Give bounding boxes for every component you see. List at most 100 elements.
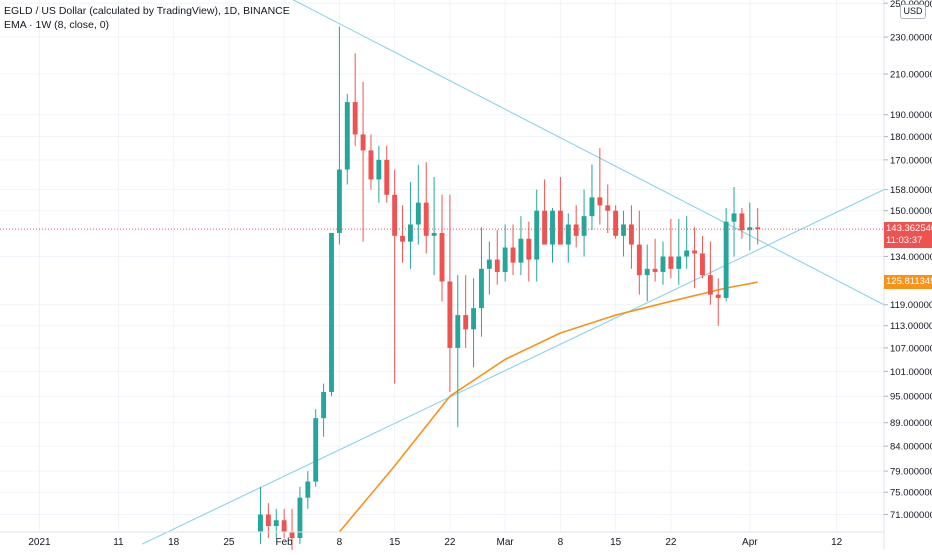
candle-body — [597, 197, 603, 206]
candle — [455, 275, 461, 428]
x-tick-label: 22 — [665, 537, 677, 548]
ema-layer — [338, 281, 758, 533]
candle — [605, 184, 611, 233]
indicator-label[interactable]: EMA · 1W (8, close, 0) — [4, 19, 110, 31]
price-axis[interactable]: 250.000000230.000000210.000000190.000000… — [884, 0, 932, 521]
candle-body — [550, 210, 555, 245]
symbol-title[interactable]: EGLD / US Dollar (calculated by TradingV… — [4, 5, 290, 17]
candle — [739, 207, 745, 239]
candle-body — [352, 102, 358, 135]
candle-body — [502, 247, 508, 272]
candle-body — [707, 275, 713, 295]
candle — [550, 207, 555, 263]
candle-body — [621, 224, 626, 236]
candle-body — [565, 224, 571, 245]
candle — [565, 213, 571, 263]
candle — [557, 176, 563, 245]
candle — [518, 216, 524, 276]
x-tick-label: 25 — [223, 537, 235, 548]
currency-badge[interactable]: USD — [900, 4, 926, 19]
x-tick-label: 8 — [337, 537, 343, 548]
candle-body — [281, 520, 287, 532]
candle — [431, 176, 437, 276]
x-tick-label: 2021 — [28, 537, 51, 548]
y-tick-label: 170.000000 — [890, 155, 932, 166]
candle-body — [731, 213, 737, 222]
candle-body — [384, 159, 390, 195]
x-tick-label: Feb — [276, 537, 294, 548]
candle-body — [573, 224, 579, 236]
candle — [707, 241, 713, 305]
candle — [621, 210, 626, 257]
ema-price-tag: 125.811349 — [884, 275, 932, 290]
candle — [368, 134, 374, 190]
candle — [313, 409, 319, 487]
candle — [479, 227, 484, 337]
candle-body — [392, 194, 398, 236]
candle-body — [289, 532, 295, 539]
x-tick-label: 11 — [113, 537, 124, 548]
candle-body — [297, 497, 303, 539]
x-tick-label: Apr — [742, 537, 758, 548]
candle-body — [486, 259, 492, 269]
candle — [273, 508, 279, 539]
candle — [423, 162, 429, 254]
y-tick-label: 158.000000 — [890, 185, 932, 196]
candle — [486, 241, 492, 295]
candle — [344, 93, 350, 185]
candle — [289, 508, 295, 551]
candle — [684, 216, 690, 269]
candle-body — [534, 210, 540, 260]
candle-body — [747, 227, 753, 231]
candle-body — [755, 227, 761, 230]
candle-body — [526, 238, 532, 260]
candle — [297, 486, 303, 545]
candle-body — [415, 202, 421, 225]
candle — [660, 241, 666, 285]
candle — [494, 230, 500, 285]
trendlines[interactable] — [141, 0, 885, 545]
candle — [542, 179, 548, 245]
x-tick-label: 15 — [610, 537, 622, 548]
time-axis[interactable]: 2021 11 18 25 Feb 8 15 22 Mar 8 15 22 Apr 12 — [28, 537, 842, 548]
candle — [510, 224, 516, 276]
candle — [447, 194, 453, 392]
candle-body — [557, 210, 563, 245]
candle-body — [739, 213, 745, 231]
candle — [415, 164, 421, 245]
y-tick-label: 79.000000 — [890, 467, 932, 478]
candle — [329, 232, 334, 397]
candle-body — [455, 315, 461, 348]
x-tick-label: 22 — [444, 537, 456, 548]
candle-body — [273, 520, 279, 527]
candle-body — [479, 268, 484, 309]
y-tick-label: 71.000000 — [890, 510, 932, 521]
candle-body — [636, 244, 642, 276]
candle — [628, 205, 634, 269]
y-tick-label: 113.000000 — [890, 321, 932, 332]
candle-body — [258, 514, 263, 532]
candle — [400, 205, 405, 263]
candle — [526, 221, 532, 282]
grid — [0, 0, 884, 532]
candle-body — [400, 235, 405, 242]
y-tick-label: 75.000000 — [890, 488, 932, 499]
candle-body — [313, 418, 319, 482]
candles — [258, 26, 761, 551]
candle — [644, 244, 650, 302]
x-tick-label: 15 — [389, 537, 401, 548]
candle — [581, 189, 587, 257]
trendline-ascending[interactable] — [141, 189, 885, 545]
candle — [281, 508, 287, 539]
candle-body — [660, 256, 666, 272]
candle — [336, 26, 342, 245]
candle-body — [407, 224, 413, 242]
trendline-descending[interactable] — [284, 0, 885, 306]
candle — [305, 471, 311, 509]
candle-body — [613, 210, 619, 236]
candle — [668, 218, 674, 279]
candle — [573, 205, 579, 248]
ema-price-value: 125.811349 — [886, 276, 932, 288]
bar-countdown: 11:03:37 — [886, 235, 923, 247]
